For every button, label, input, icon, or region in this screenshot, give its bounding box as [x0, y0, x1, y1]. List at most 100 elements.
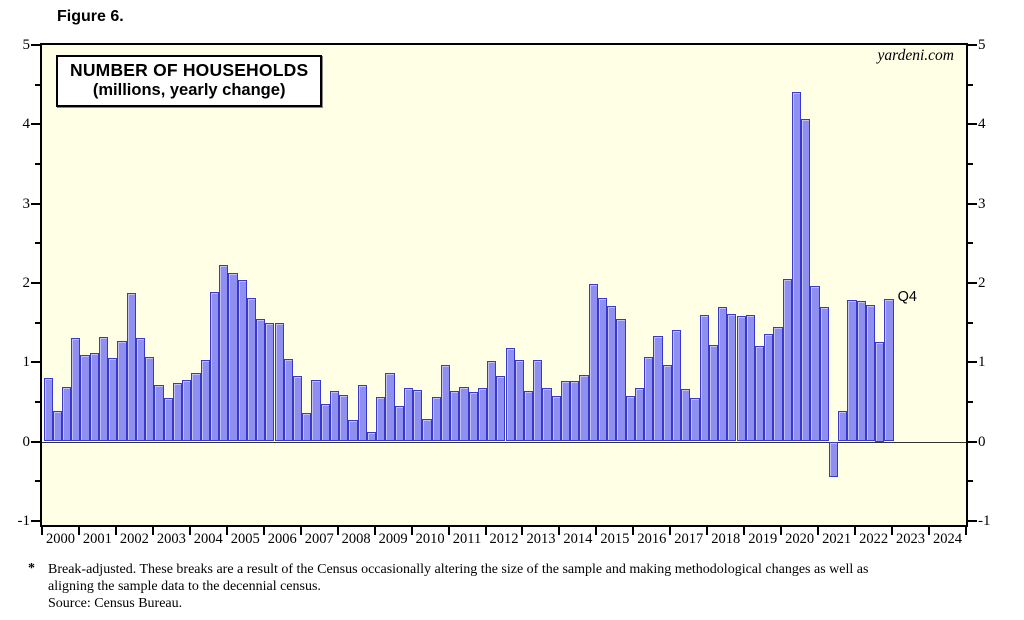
figure-label: Figure 6. — [57, 8, 124, 25]
last-point-label: Q4 — [897, 288, 917, 305]
bar-quarter-72 — [708, 344, 718, 442]
y-axis-label-left-0: 0 — [22, 433, 31, 450]
bar-quarter-59 — [588, 284, 598, 442]
x-axis-tick-23 — [891, 526, 894, 535]
chart-plot-area: NUMBER OF HOUSEHOLDS (millions, yearly c… — [18, 37, 991, 547]
x-axis-tick-24 — [928, 526, 931, 535]
x-axis-tick-20 — [780, 526, 783, 535]
bar-quarter-22 — [246, 297, 256, 442]
x-axis-tick-11 — [447, 526, 450, 535]
bar-quarter-89 — [865, 305, 876, 442]
bar-quarter-33 — [348, 420, 358, 442]
x-axis-tick-12 — [484, 526, 487, 535]
y-axis-label-left-2: 2 — [22, 274, 31, 291]
bar-quarter-32 — [339, 394, 349, 442]
bar-quarter-0 — [43, 378, 53, 442]
bar-quarter-58 — [579, 374, 589, 442]
x-axis-tick-13 — [521, 526, 524, 535]
x-axis-tick-9 — [373, 526, 376, 535]
bar-quarter-54 — [542, 388, 552, 442]
y-axis-minor-tick-right--0.5 — [968, 480, 973, 483]
bar-quarter-52 — [523, 390, 534, 442]
bar-quarter-1 — [52, 411, 62, 442]
y-axis-label-left-1: 1 — [22, 354, 31, 371]
bar-quarter-62 — [616, 318, 626, 442]
x-axis-tick-22 — [854, 526, 857, 535]
bar-quarter-88 — [856, 301, 866, 442]
bar-quarter-28 — [302, 412, 312, 442]
y-axis-tick-right-5 — [968, 44, 977, 46]
y-axis-tick-left-3 — [31, 202, 40, 205]
y-axis-minor-tick-right-0.5 — [968, 400, 973, 403]
bar-quarter-63 — [625, 395, 635, 442]
bar-quarter-17 — [200, 359, 210, 442]
bar-quarter-11 — [145, 357, 155, 442]
x-axis-label-2023: 2023 — [896, 531, 926, 547]
y-axis-tick-right-4 — [968, 123, 977, 126]
footnote-asterisk: * — [28, 561, 35, 576]
y-axis-tick-left-5 — [31, 44, 40, 46]
x-axis-label-2022: 2022 — [859, 531, 889, 547]
watermark-yardeni: yardeni.com — [877, 47, 954, 64]
bar-quarter-15 — [182, 379, 192, 442]
bar-quarter-55 — [551, 395, 561, 442]
x-axis-tick-4 — [188, 526, 191, 535]
bar-quarter-12 — [154, 385, 164, 442]
bar-quarter-57 — [570, 381, 580, 442]
chart-title: NUMBER OF HOUSEHOLDS — [70, 60, 309, 80]
bar-quarter-49 — [496, 375, 506, 442]
bar-quarter-34 — [357, 385, 367, 442]
bar-quarter-38 — [394, 405, 404, 442]
bar-quarter-76 — [745, 314, 755, 442]
x-axis-label-2006: 2006 — [267, 531, 297, 547]
bar-quarter-47 — [477, 388, 487, 442]
y-axis-label-left-5: 5 — [22, 37, 31, 53]
bar-quarter-26 — [283, 359, 293, 442]
x-axis-label-2001: 2001 — [82, 531, 112, 547]
bar-quarter-42 — [431, 397, 441, 442]
bar-quarter-19 — [219, 264, 229, 442]
y-axis-tick-left-2 — [31, 281, 40, 284]
bar-quarter-16 — [191, 373, 201, 442]
x-axis-label-2021: 2021 — [822, 531, 852, 547]
x-axis-label-2015: 2015 — [600, 531, 630, 547]
y-axis-minor-tick-right-1.5 — [968, 321, 973, 324]
bar-quarter-91 — [884, 298, 894, 442]
x-axis-label-2013: 2013 — [526, 531, 556, 547]
x-axis-label-2008: 2008 — [341, 531, 371, 547]
bar-quarter-70 — [690, 397, 700, 442]
x-axis-label-2016: 2016 — [637, 531, 667, 547]
bar-quarter-87 — [847, 299, 857, 442]
x-axis-label-2009: 2009 — [378, 531, 408, 547]
bar-quarter-7 — [108, 358, 118, 442]
bar-quarter-65 — [644, 356, 654, 442]
y-axis-minor-tick-right-3.5 — [968, 162, 973, 165]
bar-quarter-41 — [422, 419, 432, 442]
y-axis-label-right-5: 5 — [978, 37, 986, 53]
y-axis-label-left--1: -1 — [17, 512, 31, 529]
x-axis-label-2005: 2005 — [230, 531, 260, 547]
x-axis-label-2010: 2010 — [415, 531, 445, 547]
bar-quarter-67 — [662, 364, 672, 442]
bar-quarter-66 — [653, 336, 663, 442]
x-axis-label-2003: 2003 — [156, 531, 186, 547]
y-axis-label-left-4: 4 — [22, 116, 31, 133]
bar-quarter-25 — [274, 322, 284, 442]
bar-quarter-2 — [61, 386, 72, 442]
bar-quarter-74 — [727, 313, 737, 442]
x-axis-tick-16 — [632, 526, 635, 535]
x-axis-tick-21 — [817, 526, 820, 535]
bar-quarter-61 — [607, 305, 617, 442]
bar-quarter-85 — [828, 441, 839, 478]
x-axis-label-2018: 2018 — [711, 531, 741, 547]
bar-quarter-80 — [782, 278, 792, 442]
bar-quarter-13 — [163, 397, 173, 442]
bar-quarter-43 — [440, 364, 451, 442]
bar-quarter-24 — [265, 323, 275, 442]
footnote-line-2: aligning the sample data to the decennia… — [48, 579, 321, 594]
y-axis-tick-left--1 — [31, 519, 40, 522]
y-axis-tick-right-2 — [968, 281, 977, 284]
x-axis-tick-0 — [41, 526, 43, 535]
y-axis-tick-left-0 — [31, 440, 40, 443]
bar-quarter-14 — [172, 382, 183, 442]
